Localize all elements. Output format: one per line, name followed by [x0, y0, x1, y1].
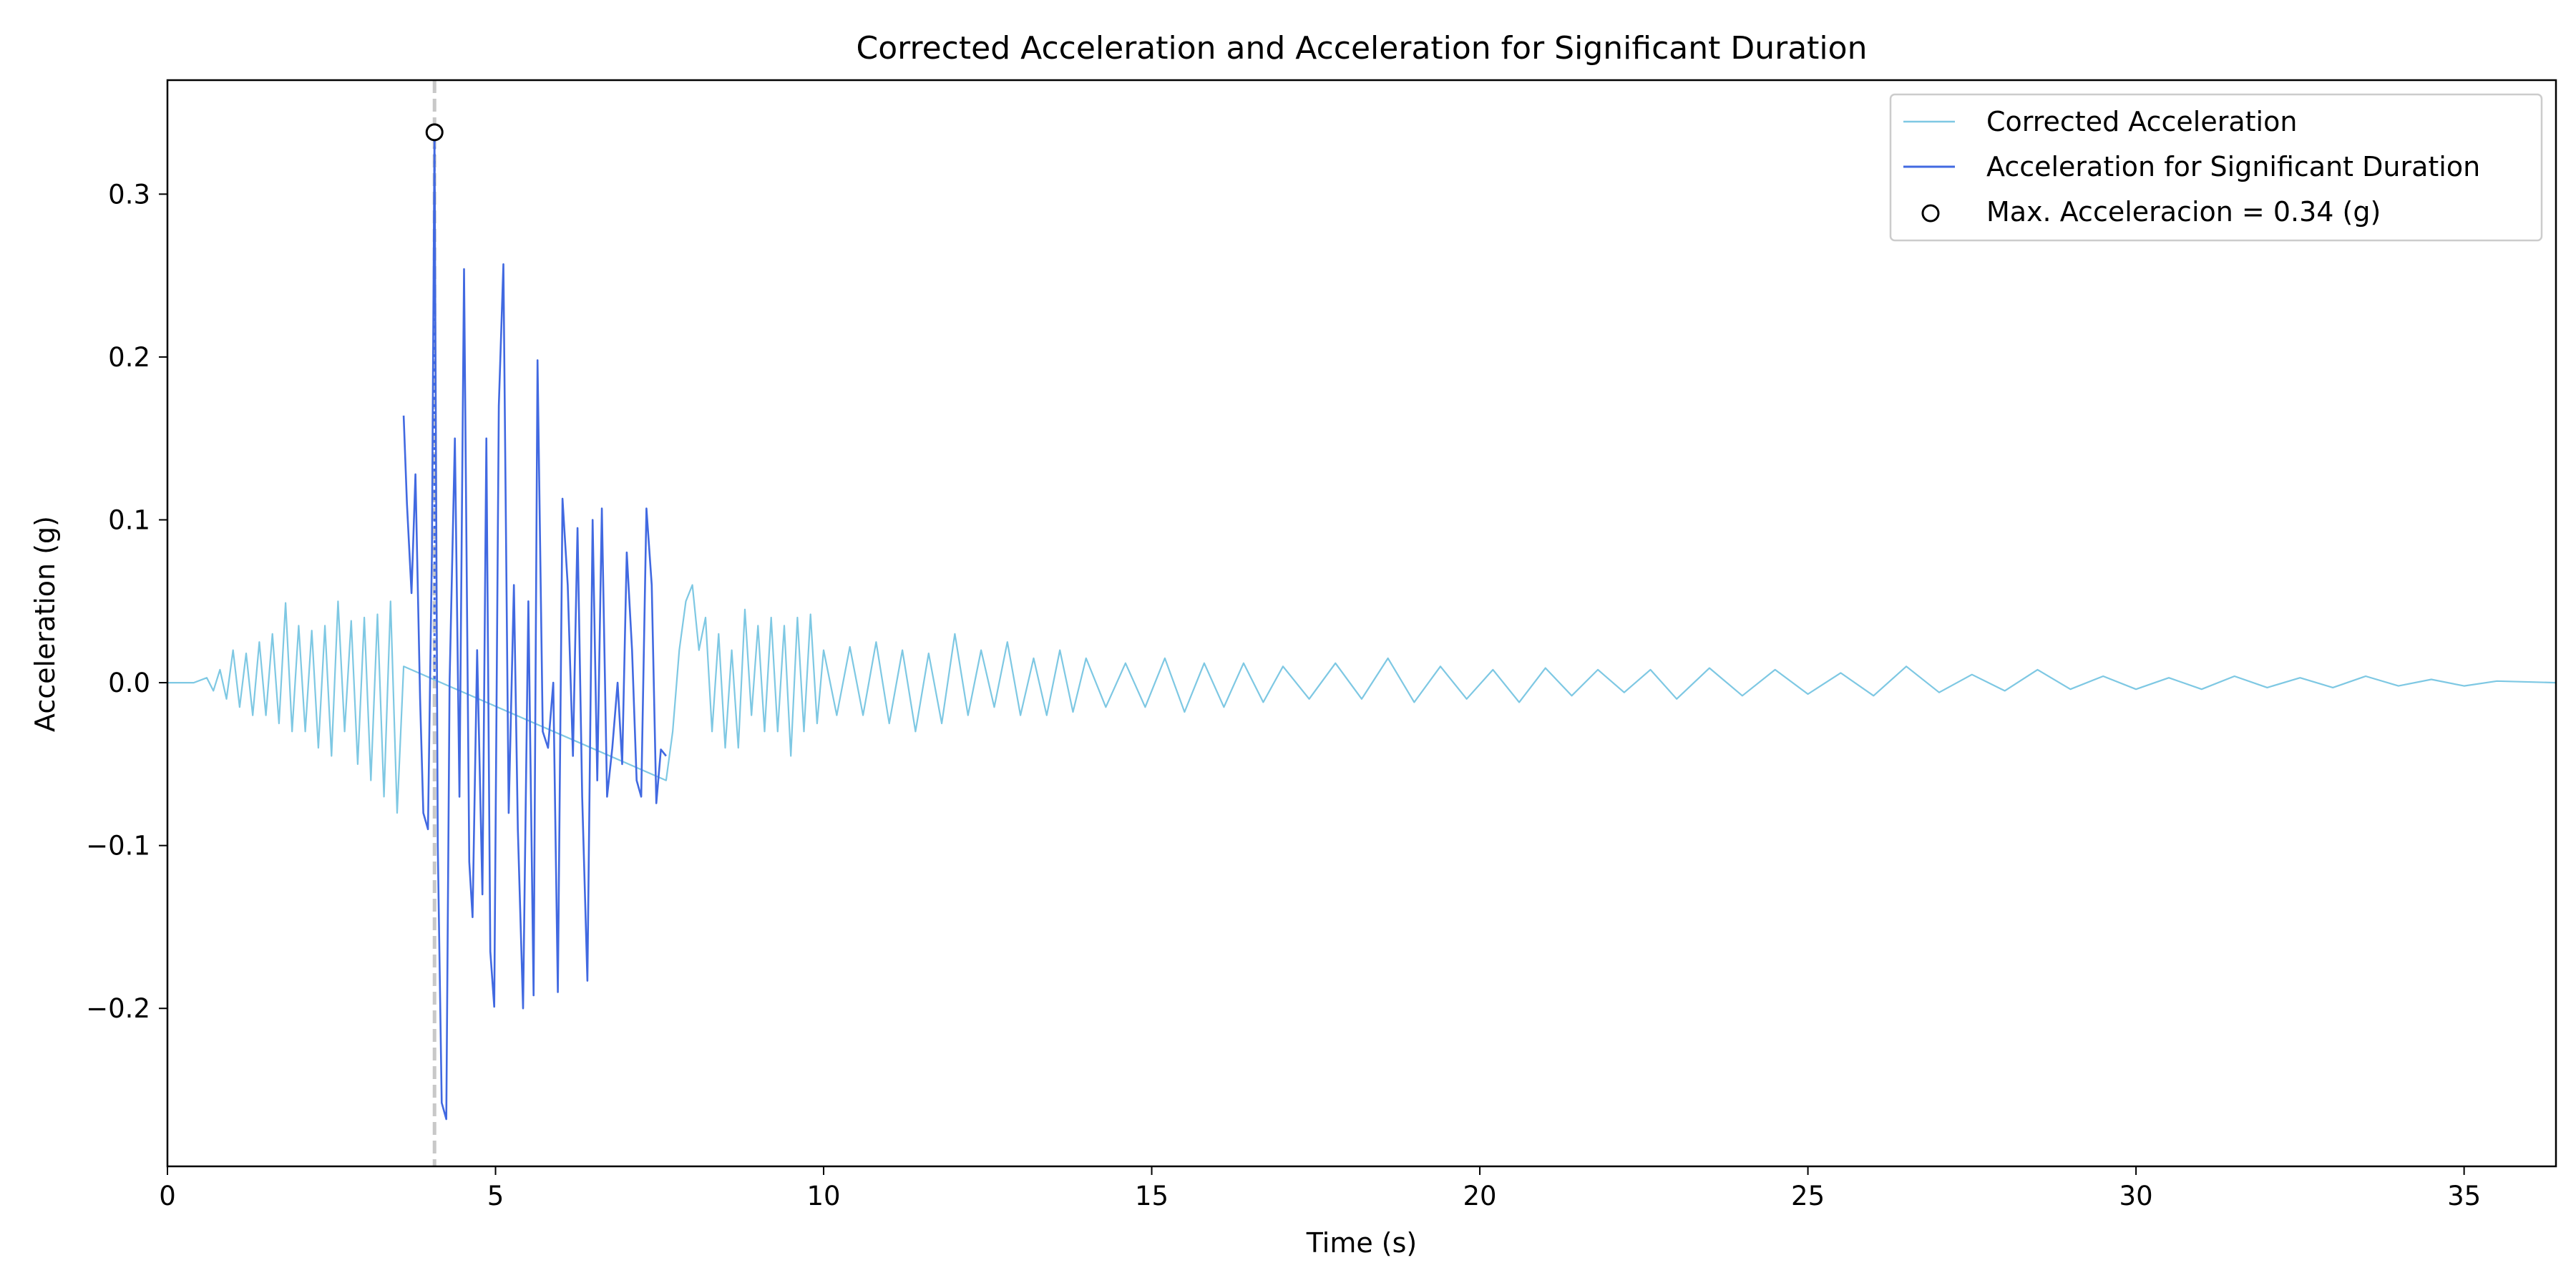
y-tick-label: 0.0	[108, 668, 150, 698]
x-axis-label: Time (s)	[1306, 1227, 1418, 1259]
y-tick-label: −0.1	[86, 831, 150, 862]
x-tick-label: 5	[487, 1181, 504, 1211]
plot-area: 0 5 10 15 20 25 30 35 −0.2 −0.1 0.0 0.1 0.2 0.3	[86, 79, 2557, 1211]
x-tick-label: 10	[806, 1181, 840, 1211]
x-tick-label: 25	[1791, 1181, 1825, 1211]
x-tick-label: 0	[159, 1181, 176, 1211]
legend-item-peak-label: Max. Acceleracion = 0.34 (g)	[1986, 196, 2381, 228]
y-axis-label: Acceleration (g)	[29, 516, 61, 732]
x-tick-label: 30	[2119, 1181, 2153, 1211]
legend: Corrected Acceleration Acceleration for S…	[1889, 93, 2543, 242]
y-tick-label: −0.2	[86, 993, 150, 1024]
series-lines	[167, 131, 2556, 1121]
legend-box	[1889, 93, 2543, 242]
chart-title: Corrected Acceleration and Acceleration …	[857, 30, 1868, 67]
x-tick-label: 35	[2447, 1181, 2481, 1211]
legend-item-corrected-label: Corrected Acceleration	[1986, 106, 2297, 137]
legend-item-peak-swatch	[1921, 204, 1940, 223]
y-tick-label: 0.2	[108, 342, 150, 373]
peak-marker	[425, 123, 444, 142]
series-line-significant	[402, 131, 667, 1121]
y-tick-label: 0.3	[108, 179, 150, 210]
legend-item-significant-label: Acceleration for Significant Duration	[1986, 151, 2480, 182]
y-tick-label: 0.1	[108, 504, 150, 535]
series-line-corrected	[167, 584, 2556, 814]
plot-frame	[166, 79, 2557, 1168]
x-tick-label: 20	[1463, 1181, 1497, 1211]
x-tick-label: 15	[1135, 1181, 1169, 1211]
